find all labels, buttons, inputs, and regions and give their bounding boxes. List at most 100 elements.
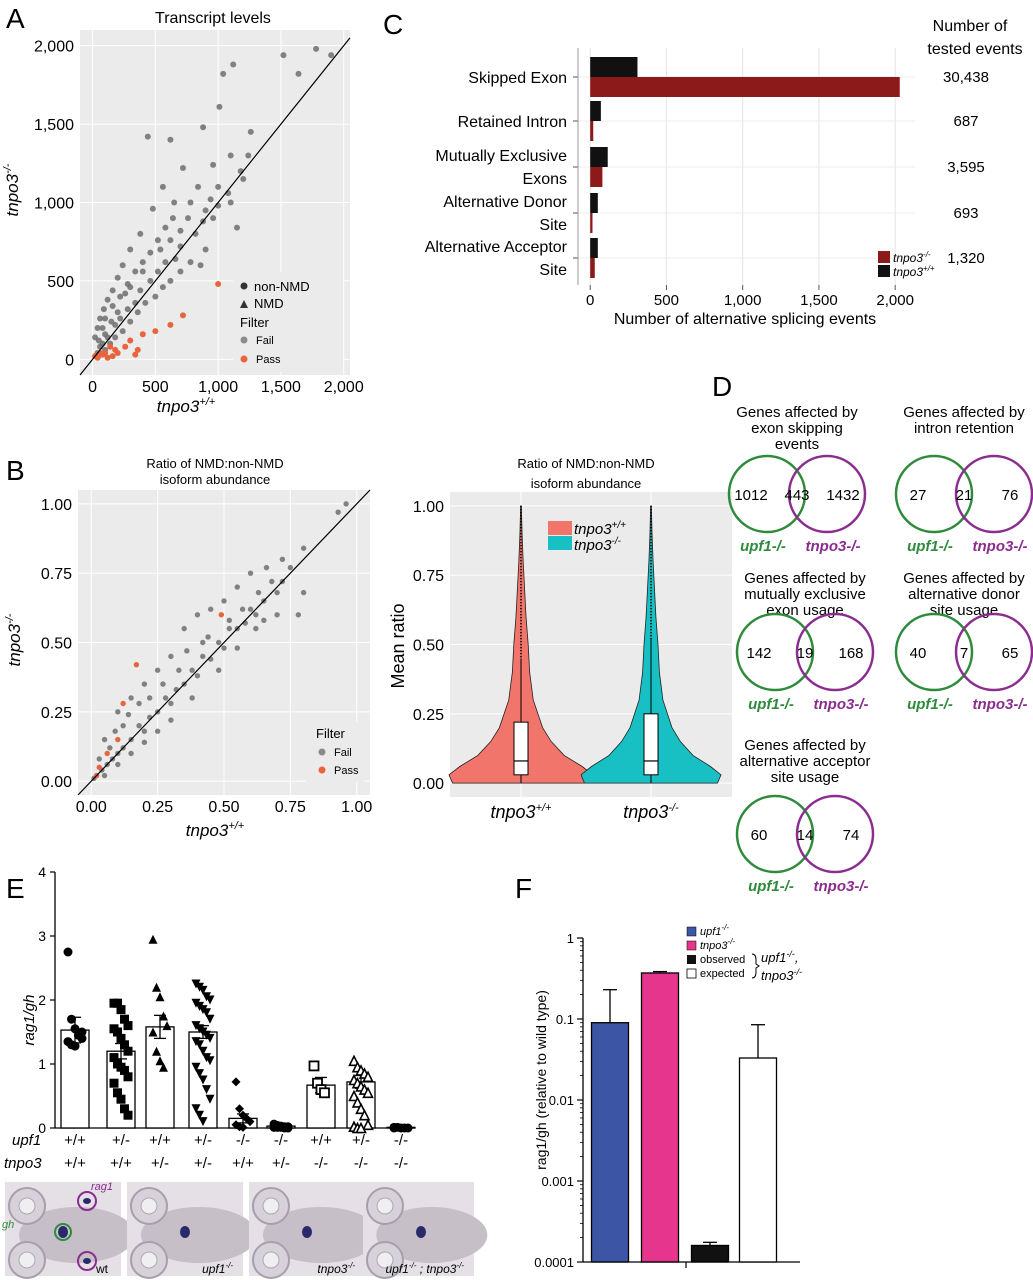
panel-a-point-fail [167, 136, 174, 143]
panel-d-venn-label-upf1: upf1-/- [748, 878, 794, 895]
panel-a-point-pass [112, 346, 119, 353]
panel-e-datapoint [116, 1094, 126, 1104]
panel-a-point-pass [122, 343, 129, 350]
panel-c-category-label: Alternative Donor [443, 194, 567, 211]
panel-e-datapoint [159, 1011, 168, 1021]
panel-f-legend-observed: observed [700, 954, 745, 966]
panel-e-embryo-images: rag1 gh wt upf1-/- tnpo3-/- upf1-/- ; tnpo3-/… [2, 1181, 488, 1279]
panel-e-embryo-lens [140, 1197, 158, 1215]
panel-e-genotype-tnpo3: +/+ [110, 1155, 132, 1172]
panel-b-point-pass [218, 612, 225, 618]
panel-b-violin-legend-swatch-1 [548, 521, 572, 535]
panel-b-point-fail [261, 617, 267, 624]
panel-c-tested-value: 687 [953, 113, 978, 130]
panel-a-point-fail [202, 207, 209, 214]
panel-a-point-fail [210, 215, 217, 222]
panel-e-datapoint [198, 1046, 208, 1056]
panel-e-datapoint [358, 1108, 371, 1121]
panel-a-point-fail [157, 246, 164, 253]
panel-d-venn-label-upf1: upf1-/- [748, 696, 794, 713]
panel-f-bar [690, 1244, 730, 1263]
panel-d-venn-label-upf1: upf1-/- [907, 538, 953, 555]
panel-e-datapoint [245, 1117, 255, 1127]
panel-b-point-fail [154, 667, 161, 673]
panel-a-point-fail [114, 274, 121, 281]
panel-b-point-fail [189, 695, 195, 701]
panel-d-venn-title: exon usage [766, 602, 844, 619]
panel-c-legend-swatch-1 [878, 251, 890, 263]
panel-e-datapoint [148, 934, 158, 944]
panel-f-legend-swatch-observed [687, 955, 696, 964]
panel-d-venn-label-tnpo3: tnpo3-/- [814, 696, 869, 713]
panel-c-category-label: Skipped Exon [468, 70, 567, 87]
panel-e-embryo-rag1-stain [83, 1258, 91, 1264]
panel-a-point-fail [109, 303, 116, 309]
panel-e-genotype-upf1: +/+ [64, 1132, 86, 1149]
panel-d-venn-title: site usage [930, 602, 998, 619]
panel-c-tested-events: 30,438 687 3,595 693 1,320 [943, 69, 989, 267]
panel-d-venn-circle-upf1 [894, 612, 974, 692]
panel-e-ytick-label: 2 [38, 992, 46, 1008]
panel-e-rag1-label: rag1 [91, 1181, 113, 1193]
panel-a-point-fail [139, 268, 146, 275]
panel-e-datapoint [198, 1075, 208, 1085]
panel-b-scatter: Ratio of NMD:non-NMD isoform abundance 0… [4, 456, 372, 840]
panel-a-ytick-label: 500 [47, 274, 74, 291]
panel-b-point-fail [335, 509, 341, 515]
panel-e-ytick-label: 4 [38, 864, 46, 880]
panel-a-point-fail [247, 128, 254, 135]
panel-a-point-fail [280, 52, 287, 59]
panel-c-xtick-label: 0 [586, 292, 594, 309]
panel-e-image-label: upf1-/- [202, 1261, 233, 1276]
panel-e-datapoint [120, 1040, 129, 1050]
panel-d-venn-title: site usage [771, 769, 839, 786]
panel-f-legend-brace [751, 953, 760, 979]
panel-e-embryo-gh-stain [180, 1226, 190, 1238]
panel-c-bar-mut [590, 258, 595, 278]
panel-d-venn-title: Genes affected by [903, 570, 1025, 587]
panel-e-genotype-labels: +/+ +/+ +/- +/+ +/+ +/- +/- +/- -/- +/+ -/- +/- +/+ -… [64, 1132, 408, 1172]
panel-d-venn-title: Genes affected by [736, 404, 858, 421]
panel-c-tested-value: 693 [953, 205, 978, 222]
panel-a-xtick-label: 500 [142, 379, 169, 396]
panel-a-point-fail [200, 124, 207, 131]
panel-e-datapoint [120, 1014, 129, 1024]
panel-b-legend-filter-title: Filter [316, 726, 346, 741]
panel-a-legend-nmd: NMD [254, 296, 284, 311]
panel-e-datapoint [403, 1123, 413, 1133]
panel-d-venn-overlap-count: 19 [797, 645, 814, 662]
panel-a-legend-triangle-marker [240, 300, 248, 308]
panel-b-point-fail [154, 728, 161, 734]
panel-b-points [77, 489, 371, 796]
panel-e-gh-circle [54, 1223, 72, 1241]
panel-d-venn-title: Genes affected by [744, 570, 866, 587]
panel-c-category-label: Exons [523, 171, 567, 188]
panel-b-point-fail [107, 745, 113, 751]
panel-d-venn-label-tnpo3: tnpo3-/- [806, 538, 861, 555]
panel-f-legend-swatch-upf1 [686, 926, 697, 937]
panel-a-point-fail [119, 262, 126, 269]
panel-f-ytick-label: 0.0001 [534, 1255, 574, 1270]
panel-f-legend-expected: expected [700, 968, 745, 980]
panel-e-datapoint [113, 1088, 122, 1098]
panel-b-violin: Ratio of NMD:non-NMD isoform abundance 0… [388, 456, 732, 822]
panel-b-legend-pass: Pass [334, 765, 359, 777]
panel-b-point-fail [274, 589, 280, 596]
panel-b-point-pass [133, 661, 140, 668]
panel-b-point-fail [247, 570, 254, 576]
panel-e-embryo-body [376, 1207, 488, 1263]
panel-d-venn-title: intron retention [914, 420, 1014, 437]
panel-b-point-fail [168, 653, 174, 660]
panel-c-category-label: Site [539, 262, 567, 279]
panel-b-point-fail [300, 545, 307, 551]
panel-e-datapoint [348, 1054, 360, 1067]
panel-f-bar [738, 1057, 778, 1263]
panel-f-legend-swatch-tnpo3 [686, 940, 697, 951]
panel-d-venn-title: Genes affected by [744, 737, 866, 754]
panel-b-point-fail [234, 645, 240, 651]
panel-e-datapoint [389, 1123, 399, 1133]
panel-b-point-fail [184, 648, 190, 654]
panel-b-point-fail [255, 589, 262, 596]
